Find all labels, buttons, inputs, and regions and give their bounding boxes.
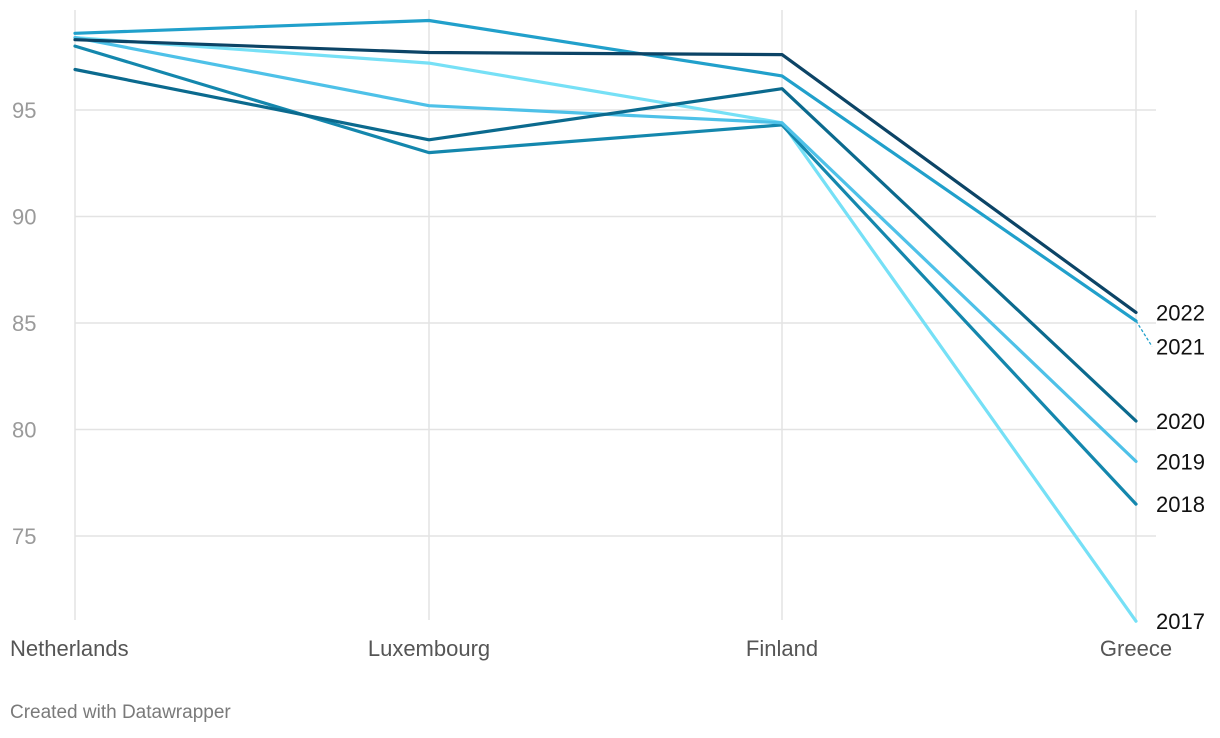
y-tick-label: 75 [12, 524, 36, 549]
y-axis-ticks: 75 80 85 90 95 [12, 98, 36, 549]
y-tick-label: 90 [12, 205, 36, 230]
y-tick-label: 85 [12, 311, 36, 336]
series-labels: 2022 2021 2020 2019 2018 2017 [1135, 300, 1205, 634]
x-tick-label: Netherlands [10, 636, 129, 661]
series-label-2019: 2019 [1156, 449, 1205, 474]
series-label-2018: 2018 [1156, 492, 1205, 517]
series-line-2018 [73, 44, 1138, 506]
y-tick-label: 95 [12, 98, 36, 123]
x-tick-label: Greece [1100, 636, 1172, 661]
series-line-2021 [73, 18, 1138, 323]
label-connector [1135, 320, 1153, 347]
series-label-2017: 2017 [1156, 609, 1205, 634]
series-label-2020: 2020 [1156, 409, 1205, 434]
x-tick-label: Finland [746, 636, 818, 661]
x-tick-label: Luxembourg [368, 636, 490, 661]
series-label-2021: 2021 [1156, 334, 1205, 359]
series-line-2020 [73, 67, 1138, 423]
gridlines [74, 10, 1156, 620]
series-label-2022: 2022 [1156, 300, 1205, 325]
series-line-2017 [73, 35, 1138, 623]
credit-text: Created with Datawrapper [10, 702, 231, 723]
y-tick-label: 80 [12, 418, 36, 443]
series-line-2022 [73, 38, 1138, 314]
x-axis-ticks: Netherlands Luxembourg Finland Greece [10, 636, 1172, 661]
series-lines [73, 18, 1138, 623]
